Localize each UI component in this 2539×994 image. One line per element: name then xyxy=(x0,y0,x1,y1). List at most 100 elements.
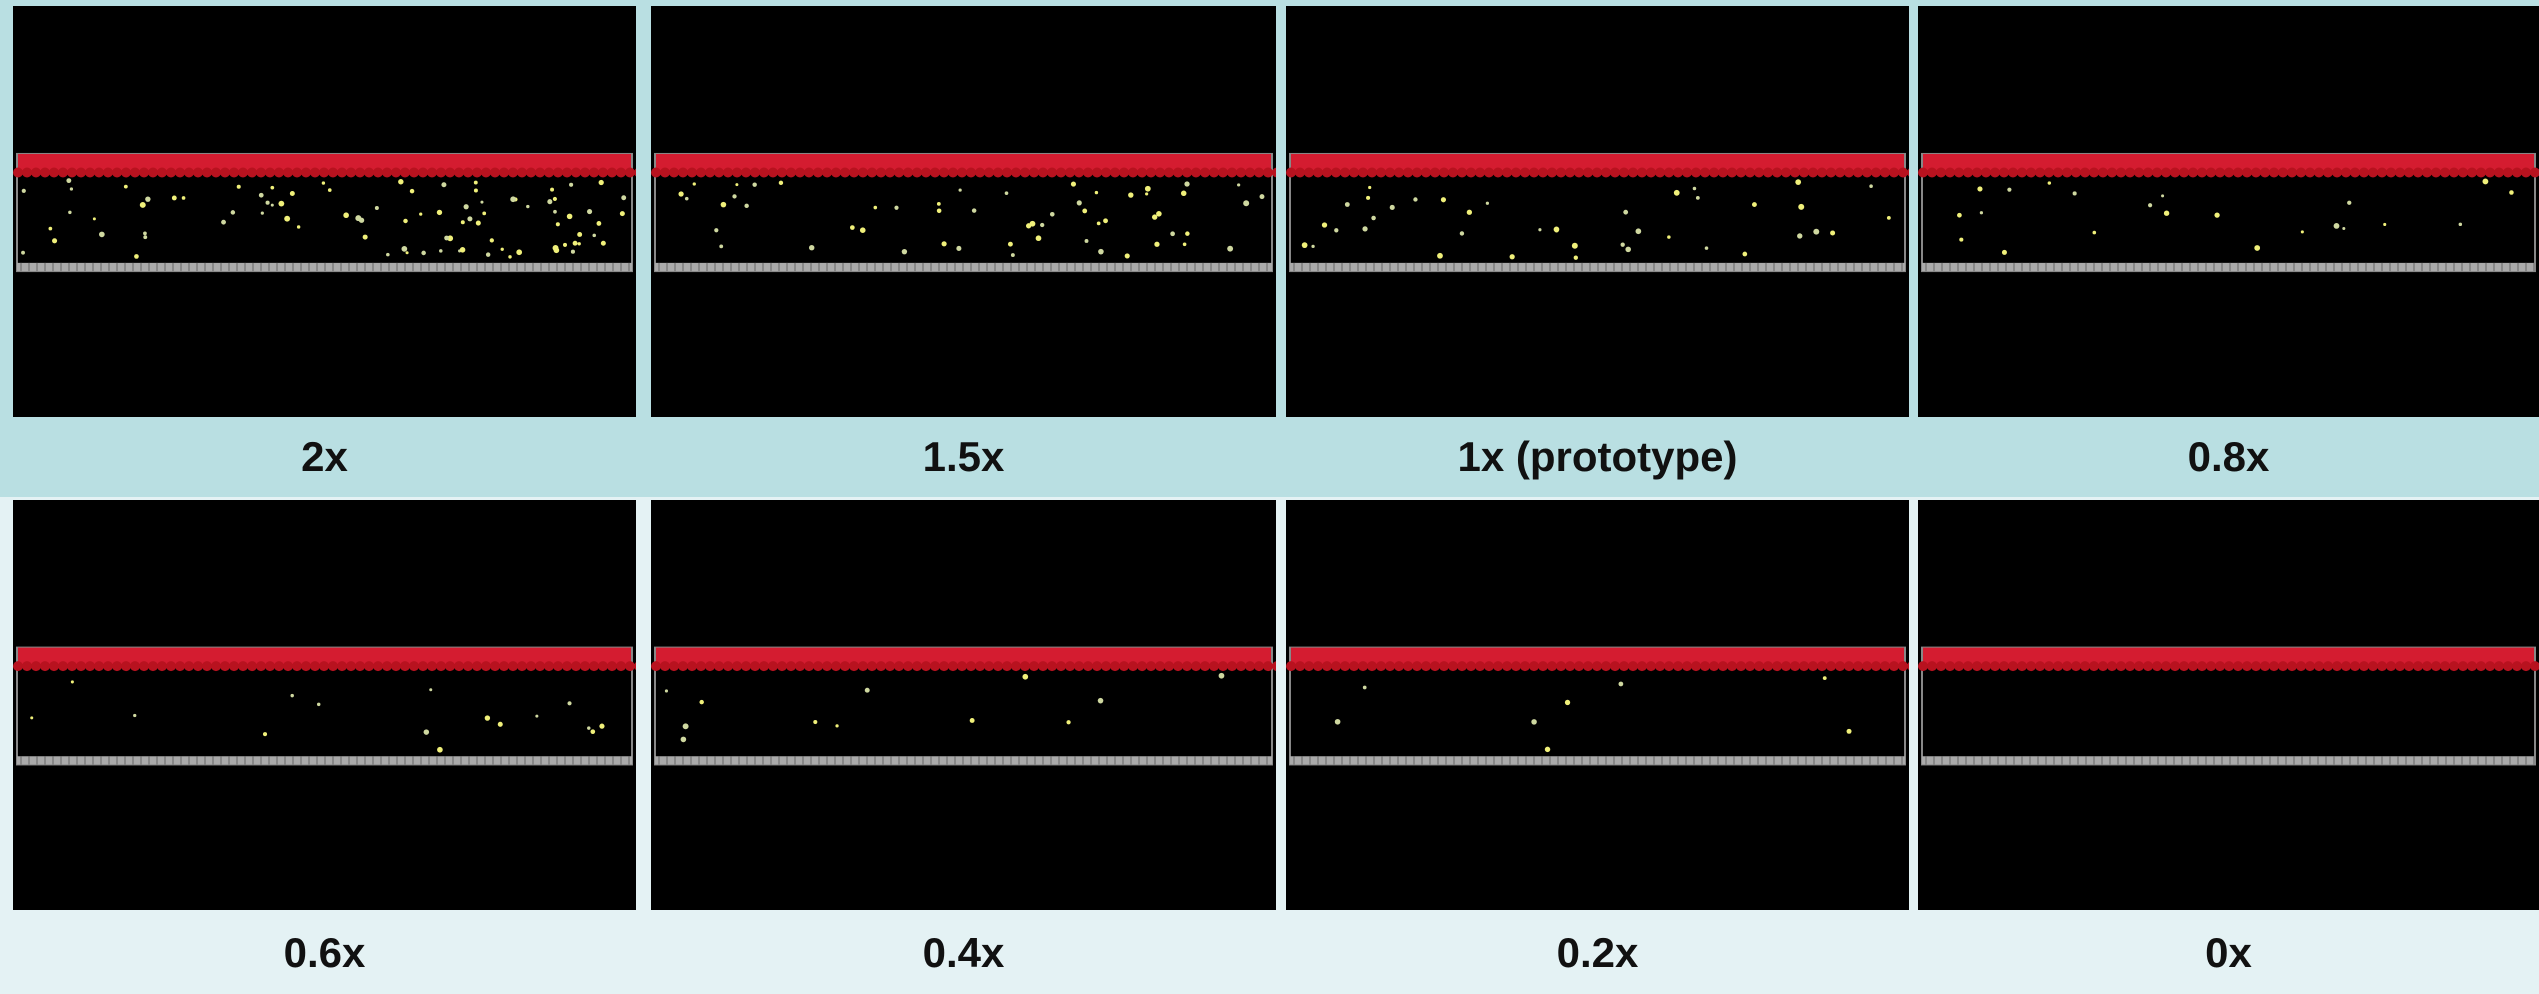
red-particle xyxy=(1331,661,1341,672)
particle xyxy=(577,231,583,237)
particle xyxy=(1154,241,1160,247)
red-particle xyxy=(1092,167,1102,178)
red-particle xyxy=(616,661,626,672)
red-particle xyxy=(274,661,284,672)
red-particle xyxy=(1074,167,1084,178)
particle xyxy=(221,219,226,225)
red-particle xyxy=(966,661,976,672)
particle xyxy=(1368,185,1372,190)
particle xyxy=(1035,235,1042,242)
particle xyxy=(958,188,962,192)
red-particle xyxy=(562,167,572,178)
particle xyxy=(592,233,597,238)
red-particle xyxy=(867,661,877,672)
red-particle xyxy=(634,168,636,177)
particle xyxy=(1145,192,1149,196)
red-particle xyxy=(1074,661,1084,672)
red-particle xyxy=(1484,167,1494,178)
red-particle xyxy=(2449,661,2459,672)
red-particle xyxy=(849,167,859,178)
red-particle xyxy=(732,167,742,178)
particle xyxy=(1635,228,1642,235)
particle xyxy=(849,225,855,230)
particle xyxy=(2047,181,2052,185)
particle xyxy=(1751,202,1757,208)
particle xyxy=(439,249,443,253)
red-particle xyxy=(2314,167,2324,178)
red-particle xyxy=(418,661,428,672)
particle xyxy=(1959,237,1964,242)
red-particle xyxy=(1272,167,1276,178)
particle xyxy=(1459,231,1465,236)
red-particle xyxy=(2062,167,2072,178)
red-particle xyxy=(508,661,518,672)
red-particle xyxy=(786,167,796,178)
red-particle xyxy=(2242,167,2252,178)
red-particle xyxy=(930,167,940,178)
particle xyxy=(2509,190,2514,195)
red-particle xyxy=(544,661,554,672)
particle xyxy=(719,244,724,249)
red-particle xyxy=(2323,167,2333,178)
red-particle xyxy=(1691,167,1701,178)
red-particle xyxy=(1862,661,1872,672)
red-particle xyxy=(993,661,1003,672)
particle xyxy=(664,689,669,693)
particle xyxy=(1007,241,1013,247)
red-particle xyxy=(2278,661,2288,672)
particle xyxy=(873,205,878,210)
red-particle xyxy=(1200,167,1210,178)
red-particle xyxy=(957,167,967,178)
red-particle xyxy=(975,167,985,178)
red-particle xyxy=(166,661,176,672)
red-particle xyxy=(2026,661,2036,672)
red-particle xyxy=(1182,661,1192,672)
particle xyxy=(1573,255,1578,260)
particle xyxy=(1103,218,1108,224)
particle xyxy=(386,252,390,257)
red-particle xyxy=(463,661,473,672)
particle xyxy=(577,242,581,246)
particle xyxy=(587,726,591,730)
red-particle xyxy=(912,661,922,672)
red-particle xyxy=(1853,167,1863,178)
particle xyxy=(1180,190,1187,197)
red-particle xyxy=(2260,167,2270,178)
background xyxy=(13,500,636,910)
red-particle xyxy=(1727,661,1737,672)
particle xyxy=(1170,231,1175,237)
particle xyxy=(864,687,870,693)
red-particle xyxy=(1011,167,1021,178)
particle xyxy=(2300,230,2304,234)
particle xyxy=(1004,191,1009,195)
red-particle xyxy=(2449,167,2459,178)
red-particle xyxy=(193,661,203,672)
red-particle xyxy=(337,661,347,672)
red-particle xyxy=(490,167,500,178)
red-particle xyxy=(40,167,50,178)
particle xyxy=(1869,184,1873,188)
red-particle xyxy=(1574,167,1584,178)
red-particle xyxy=(517,167,527,178)
red-particle xyxy=(409,661,419,672)
particle xyxy=(230,210,236,215)
red-particle xyxy=(598,167,608,178)
red-particle xyxy=(1349,661,1359,672)
red-particle xyxy=(1817,661,1827,672)
red-particle xyxy=(2341,167,2351,178)
particle xyxy=(2161,194,2165,198)
red-particle xyxy=(85,661,95,672)
red-particle xyxy=(1430,661,1440,672)
panel: 1.5x xyxy=(651,6,1276,496)
particle xyxy=(1531,719,1537,725)
particle xyxy=(1571,242,1578,249)
panel-label: 0.6x xyxy=(283,929,366,976)
panel: 0.4x xyxy=(651,500,1276,994)
red-particle xyxy=(1529,661,1539,672)
red-particle xyxy=(714,661,724,672)
red-particle xyxy=(1673,167,1683,178)
red-particle xyxy=(1844,661,1854,672)
red-particle xyxy=(1637,167,1647,178)
red-particle xyxy=(2044,167,2054,178)
red-particle xyxy=(1457,167,1467,178)
